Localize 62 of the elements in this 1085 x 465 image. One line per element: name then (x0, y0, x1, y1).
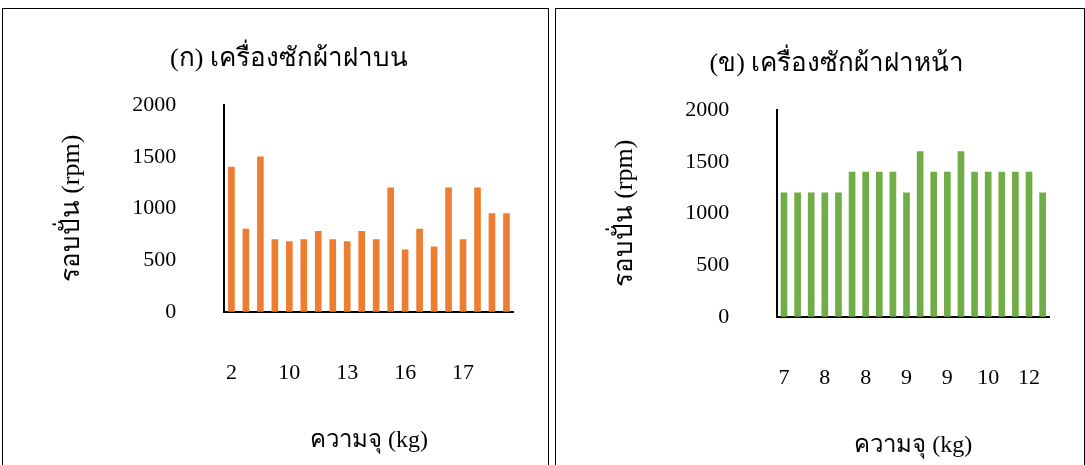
bar (228, 166, 235, 312)
x-tick-label: 12 (1018, 363, 1041, 389)
x-tick-label: 17 (452, 358, 475, 384)
bar (329, 239, 337, 312)
y-tick-label: 1500 (132, 142, 177, 168)
bar (916, 151, 924, 317)
x-tick-label: 7 (778, 363, 790, 389)
y-tick-label: 0 (165, 297, 177, 323)
bar (488, 213, 496, 312)
bar (848, 171, 856, 317)
bar (503, 213, 510, 312)
bar (998, 171, 1006, 317)
x-tick-label: 9 (901, 363, 913, 389)
bar (1012, 171, 1019, 317)
bar (903, 192, 910, 317)
bar (984, 171, 992, 317)
x-tick-label: 10 (977, 363, 1000, 389)
x-tick-label: 13 (336, 358, 359, 384)
x-tick-label: 10 (278, 358, 301, 384)
bar (445, 187, 452, 312)
bar (372, 239, 380, 312)
bar (971, 171, 978, 317)
x-tick-label: 8 (860, 363, 872, 389)
y-tick-label: 0 (718, 302, 730, 328)
bar (416, 228, 423, 312)
bar (862, 171, 870, 317)
y-axis-title: รอบปั่น (rpm) (52, 134, 86, 283)
y-tick-label: 2000 (685, 95, 730, 121)
bar (930, 171, 938, 317)
y-tick-label: 2000 (132, 90, 177, 116)
x-tick-label: 2 (225, 358, 237, 384)
bar (358, 230, 366, 312)
bar (1039, 192, 1046, 317)
bar (343, 241, 351, 312)
bar (889, 171, 897, 317)
x-axis-title: ความจุ (kg) (309, 425, 428, 454)
bar (794, 192, 801, 317)
bar (387, 187, 394, 312)
x-tick-label: 9 (941, 363, 953, 389)
y-tick-label: 1000 (132, 194, 177, 220)
y-axis-title: รอบปั่น (rpm) (605, 139, 639, 288)
y-tick-label: 1000 (685, 199, 730, 225)
bar (314, 230, 322, 312)
y-tick-label: 500 (696, 250, 730, 276)
bar (807, 192, 815, 317)
bar (835, 192, 842, 317)
bar (1025, 171, 1033, 317)
bar (944, 171, 951, 317)
x-axis-title: ความจุ (kg) (854, 430, 973, 459)
y-tick-label: 500 (143, 245, 177, 271)
bar (257, 156, 264, 312)
bar (401, 249, 409, 312)
x-tick-label: 16 (394, 358, 417, 384)
chart-title: (ก) เครื่องซักผ้าฝาบน (170, 39, 408, 73)
bar (474, 187, 481, 312)
bar (957, 151, 965, 317)
bar (875, 171, 883, 317)
x-tick-label: 8 (819, 363, 831, 389)
chart-title: (ข) เครื่องซักผ้าฝาหน้า (709, 44, 965, 78)
y-tick-label: 1500 (685, 147, 730, 173)
bar (286, 241, 293, 312)
bar (300, 239, 308, 312)
